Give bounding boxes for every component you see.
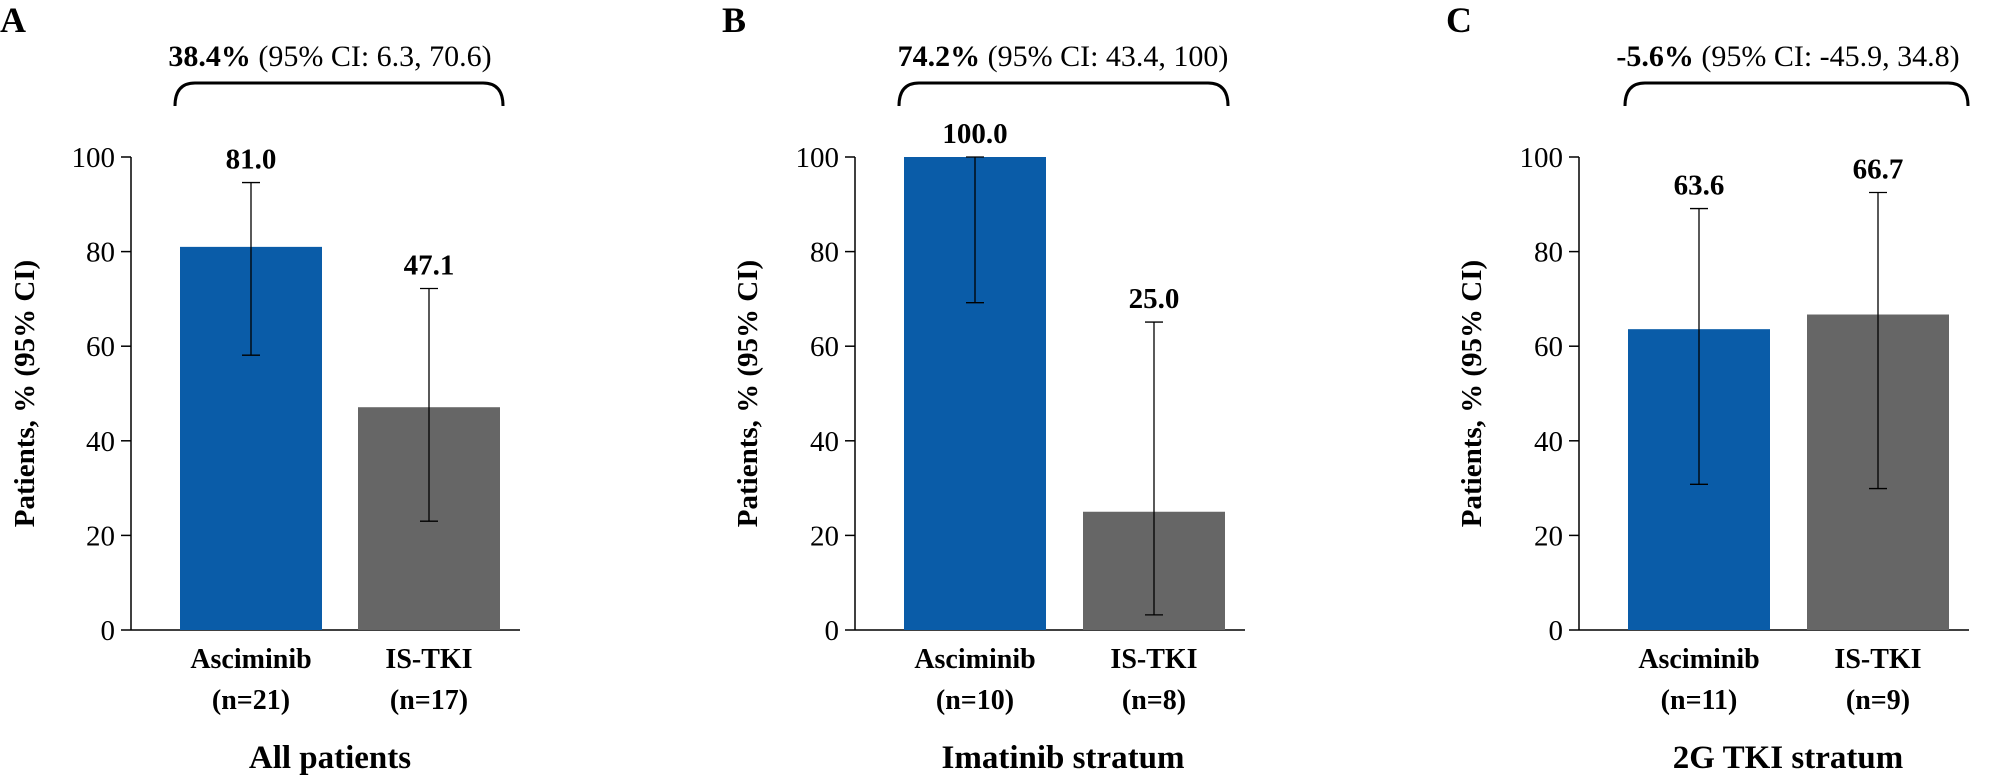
- data-label: 100.0: [942, 118, 1007, 150]
- x-tick-label: Asciminib: [914, 644, 1035, 675]
- panel-title: Imatinib stratum: [942, 740, 1185, 776]
- y-tick-label: 60: [810, 331, 839, 363]
- difference-annotation: 38.4% (95% CI: 6.3, 70.6): [168, 40, 491, 73]
- y-tick-label: 40: [810, 426, 839, 458]
- x-tick-label: Asciminib: [190, 644, 311, 675]
- x-tick-label: IS-TKI: [1834, 644, 1921, 675]
- y-tick-label: 80: [1534, 237, 1563, 269]
- x-tick-label: Asciminib: [1638, 644, 1759, 675]
- x-tick-n-label: (n=17): [390, 685, 468, 716]
- y-tick-label: 0: [1549, 615, 1564, 647]
- y-tick-label: 60: [1534, 331, 1563, 363]
- data-label: 63.6: [1674, 170, 1725, 202]
- difference-ci: (95% CI: 6.3, 70.6): [251, 40, 492, 73]
- panel-title: All patients: [249, 740, 411, 776]
- panel-title: 2G TKI stratum: [1673, 740, 1903, 776]
- difference-value: 38.4%: [168, 40, 251, 73]
- x-tick-n-label: (n=9): [1846, 685, 1910, 716]
- data-label: 81.0: [226, 144, 277, 176]
- chart-panel-c: C -5.6% (95% CI: -45.9, 34.8) 0 20 40 60 80 100…: [1446, 0, 1970, 776]
- y-axis-label: Patients, % (95% CI): [732, 260, 764, 527]
- data-label: 66.7: [1853, 153, 1904, 185]
- x-tick-label: IS-TKI: [1110, 644, 1197, 675]
- x-tick-n-label: (n=10): [936, 685, 1014, 716]
- y-tick-label: 80: [810, 237, 839, 269]
- difference-ci: (95% CI: -45.9, 34.8): [1694, 40, 1960, 73]
- y-tick-label: 100: [796, 142, 840, 174]
- x-tick-n-label: (n=11): [1661, 685, 1738, 716]
- difference-value: 74.2%: [898, 40, 981, 73]
- y-axis-label: Patients, % (95% CI): [9, 260, 41, 527]
- x-tick-n-label: (n=21): [212, 685, 290, 716]
- y-tick-label: 100: [72, 142, 116, 174]
- y-tick-label: 40: [1534, 426, 1563, 458]
- y-tick-label: 0: [101, 615, 116, 647]
- y-tick-label: 20: [86, 520, 115, 552]
- chart-panel-a: A 38.4% (95% CI: 6.3, 70.6) 0 20 40 60 80 100 Pa…: [0, 0, 520, 776]
- panel-label: C: [1446, 0, 1472, 40]
- difference-annotation: 74.2% (95% CI: 43.4, 100): [898, 40, 1229, 73]
- y-tick-label: 80: [86, 237, 115, 269]
- y-tick-label: 60: [86, 331, 115, 363]
- y-tick-label: 20: [810, 520, 839, 552]
- difference-value: -5.6%: [1616, 40, 1694, 73]
- comparison-bracket: [897, 81, 1230, 107]
- data-label: 25.0: [1129, 283, 1180, 315]
- x-tick-label: IS-TKI: [385, 644, 472, 675]
- chart-panel-b: B 74.2% (95% CI: 43.4, 100) 0 20 40 60 80 100 Pa…: [722, 0, 1245, 776]
- comparison-bracket: [1623, 81, 1970, 107]
- panel-label: B: [722, 0, 746, 40]
- data-label: 47.1: [404, 249, 455, 281]
- y-tick-label: 0: [825, 615, 840, 647]
- y-axis-label: Patients, % (95% CI): [1456, 260, 1488, 527]
- y-tick-label: 100: [1520, 142, 1564, 174]
- y-tick-label: 40: [86, 426, 115, 458]
- y-tick-label: 20: [1534, 520, 1563, 552]
- difference-annotation: -5.6% (95% CI: -45.9, 34.8): [1616, 40, 1959, 73]
- panel-label: A: [0, 0, 26, 40]
- x-tick-n-label: (n=8): [1122, 685, 1186, 716]
- comparison-bracket: [173, 81, 505, 107]
- difference-ci: (95% CI: 43.4, 100): [980, 40, 1228, 73]
